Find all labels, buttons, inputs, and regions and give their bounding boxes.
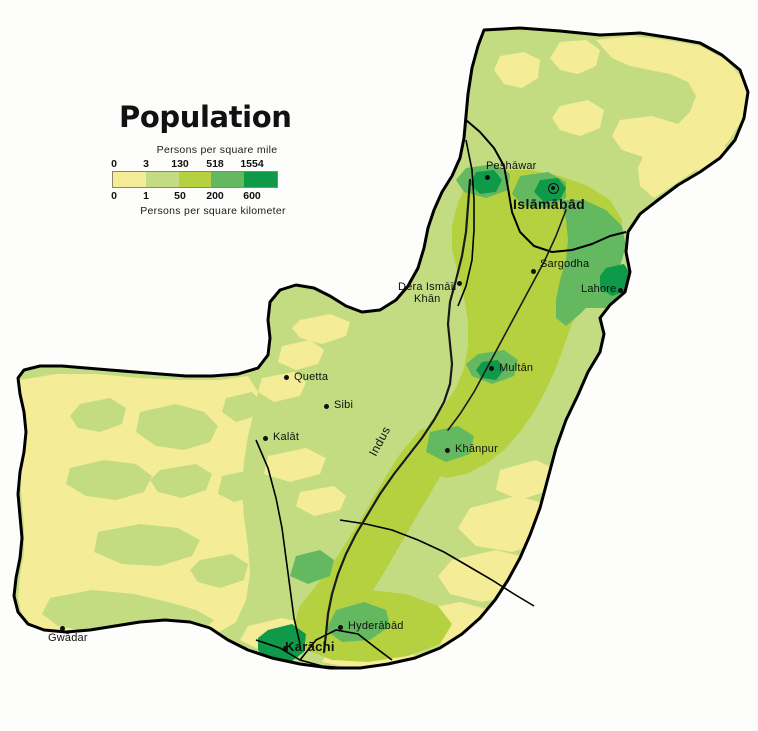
city-marker-dot[interactable] bbox=[263, 436, 268, 441]
city-label-isl-m-b-d[interactable]: Islāmābād bbox=[513, 196, 586, 212]
city-label-hyder-b-d[interactable]: Hyderābād bbox=[348, 620, 404, 632]
city-label-lahore[interactable]: Lahore bbox=[581, 283, 617, 295]
legend-tick-km-3: 200 bbox=[206, 190, 224, 202]
city-marker-dot[interactable] bbox=[485, 175, 490, 180]
indus-river bbox=[322, 178, 472, 654]
density-class-5-peshawar bbox=[470, 170, 502, 194]
legend-tick-mile-1: 3 bbox=[143, 158, 149, 170]
city-label-line-2: Khān bbox=[413, 293, 441, 305]
city-marker-dot[interactable] bbox=[338, 625, 343, 630]
legend-swatch-3[interactable] bbox=[178, 172, 212, 187]
density-class-1-kashmir-3 bbox=[494, 52, 540, 88]
capital-star-icon bbox=[548, 183, 559, 194]
density-class-1-kashmir-5 bbox=[612, 116, 686, 158]
city-marker-dot[interactable] bbox=[531, 269, 536, 274]
density-class-2-patch-sw9 bbox=[222, 392, 262, 422]
legend-tick-km-4: 600 bbox=[243, 190, 261, 202]
density-class-2-patch-sw2 bbox=[136, 404, 218, 450]
city-marker-dot[interactable] bbox=[284, 375, 289, 380]
internal-boundary-sindh-baloch bbox=[255, 439, 301, 645]
city-label-sargodha[interactable]: Sargodha bbox=[540, 258, 590, 270]
density-class-1-nw3 bbox=[258, 372, 306, 402]
density-class-4-indus-s2 bbox=[290, 550, 334, 584]
legend-caption-miles: Persons per square mile bbox=[156, 144, 278, 156]
city-label-kal-t[interactable]: Kalāt bbox=[273, 431, 300, 443]
density-class-1-kashmir-6 bbox=[692, 146, 740, 180]
legend-swatch-5[interactable] bbox=[244, 172, 277, 187]
legend-color-bar bbox=[112, 171, 278, 188]
indus-tributary bbox=[447, 209, 567, 431]
legend-title: Population bbox=[119, 100, 292, 134]
density-class-1-kashmir-4 bbox=[552, 100, 604, 136]
city-label-gw-dar[interactable]: Gwādar bbox=[48, 632, 88, 644]
legend-swatch-4[interactable] bbox=[211, 172, 245, 187]
density-class-2-patch-sw3 bbox=[66, 460, 152, 500]
internal-boundary-north bbox=[465, 119, 627, 253]
legend-caption-km: Persons per square kilometer bbox=[140, 205, 286, 217]
density-class-1-thar1 bbox=[496, 460, 556, 500]
legend-tick-km-1: 1 bbox=[143, 190, 149, 202]
city-marker-dot[interactable] bbox=[489, 366, 494, 371]
density-class-5-lahore bbox=[600, 264, 632, 296]
city-marker-dot[interactable] bbox=[457, 281, 462, 286]
city-marker-dot[interactable] bbox=[283, 646, 288, 651]
legend-tick-mile-3: 518 bbox=[206, 158, 224, 170]
city-label-sibi[interactable]: Sibi bbox=[334, 399, 354, 411]
city-marker-dot[interactable] bbox=[324, 404, 329, 409]
city-label-kar-chi[interactable]: Karāchi bbox=[285, 639, 335, 654]
city-label-mult-n[interactable]: Multān bbox=[499, 362, 534, 374]
density-class-2-patch-sw5 bbox=[94, 524, 200, 566]
legend-ticks-miles: 0 3 130 518 1554 bbox=[111, 158, 278, 171]
city-marker-dot[interactable] bbox=[445, 448, 450, 453]
legend-tick-mile-2: 130 bbox=[171, 158, 189, 170]
legend-swatch-2[interactable] bbox=[145, 172, 179, 187]
legend-panel: Population Persons per square mile 0 3 1… bbox=[111, 100, 308, 218]
density-class-1-nw2 bbox=[278, 340, 324, 370]
legend-ticks-km: 0 1 50 200 600 bbox=[111, 189, 278, 203]
legend-tick-mile-4: 1554 bbox=[240, 158, 264, 170]
density-class-2-patch-sw4 bbox=[150, 464, 212, 498]
density-class-4-indus-s1 bbox=[326, 602, 390, 642]
city-label-pesh-war[interactable]: Peshāwar bbox=[486, 160, 537, 172]
city-label-dera-ism-l[interactable]: Dera Ismāīl Khān bbox=[398, 281, 456, 305]
internal-boundary-punjab-sindh bbox=[339, 519, 535, 607]
density-class-5-karachi bbox=[258, 624, 306, 664]
legend-tick-km-0: 0 bbox=[111, 190, 117, 202]
density-class-1-nw1 bbox=[292, 314, 350, 344]
density-class-2-patch-sw8 bbox=[218, 470, 262, 502]
density-class-2-patch-sw6 bbox=[190, 554, 248, 588]
city-marker-dot[interactable] bbox=[618, 288, 623, 293]
density-class-1-kashmir-2 bbox=[550, 40, 600, 74]
density-class-4-khanpur bbox=[426, 426, 474, 462]
density-class-2-patch-sw1 bbox=[70, 398, 126, 432]
legend-swatch-1[interactable] bbox=[113, 172, 146, 187]
density-class-1-nw4 bbox=[264, 448, 326, 482]
internal-boundary-south bbox=[299, 629, 393, 661]
country-border bbox=[12, 26, 750, 670]
city-label-line-1: Dera Ismāīl bbox=[398, 281, 457, 293]
city-label-quetta[interactable]: Quetta bbox=[294, 371, 329, 383]
legend-tick-mile-0: 0 bbox=[111, 158, 117, 170]
legend-tick-km-2: 50 bbox=[174, 190, 186, 202]
density-class-1-nw5 bbox=[296, 486, 346, 516]
city-marker-dot[interactable] bbox=[60, 626, 65, 631]
internal-boundary-kpk bbox=[457, 139, 475, 307]
city-label-kh-npur[interactable]: Khānpur bbox=[455, 443, 498, 455]
